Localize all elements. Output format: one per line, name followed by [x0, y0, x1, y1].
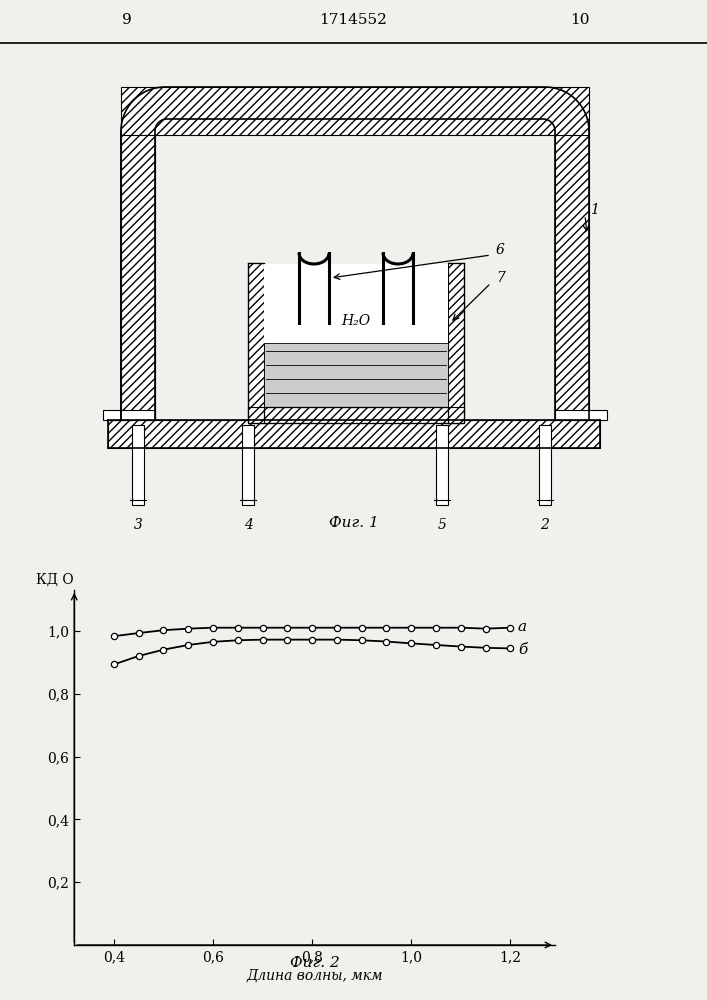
Text: 2: 2 — [541, 518, 549, 532]
Bar — [248, 263, 264, 423]
Bar — [555, 131, 589, 420]
Text: 6: 6 — [496, 243, 505, 257]
Text: 7: 7 — [496, 271, 505, 285]
Text: 9: 9 — [122, 13, 132, 27]
Bar — [448, 263, 464, 423]
Text: Фиг. 2: Фиг. 2 — [290, 956, 339, 970]
Bar — [121, 87, 589, 135]
Bar — [539, 425, 551, 505]
Text: 1: 1 — [590, 203, 599, 217]
Bar — [242, 425, 254, 505]
Text: б: б — [518, 643, 527, 657]
Bar — [108, 420, 600, 448]
Bar — [121, 131, 155, 420]
Text: 4: 4 — [244, 518, 252, 532]
Bar — [264, 343, 448, 407]
Text: Фиг. 1: Фиг. 1 — [329, 516, 379, 530]
Bar — [103, 410, 155, 420]
X-axis label: Длина волны, мкм: Длина волны, мкм — [246, 968, 383, 982]
Bar — [132, 425, 144, 505]
Bar — [264, 264, 448, 343]
Text: КД О: КД О — [36, 572, 74, 586]
Text: 3: 3 — [134, 518, 142, 532]
Bar — [436, 425, 448, 505]
Text: 5: 5 — [438, 518, 446, 532]
Text: 1714552: 1714552 — [320, 13, 387, 27]
Bar — [248, 407, 464, 423]
Text: 10: 10 — [570, 13, 590, 27]
Bar — [555, 410, 607, 420]
Text: а: а — [518, 620, 527, 634]
Text: Н₂О: Н₂О — [341, 314, 370, 328]
